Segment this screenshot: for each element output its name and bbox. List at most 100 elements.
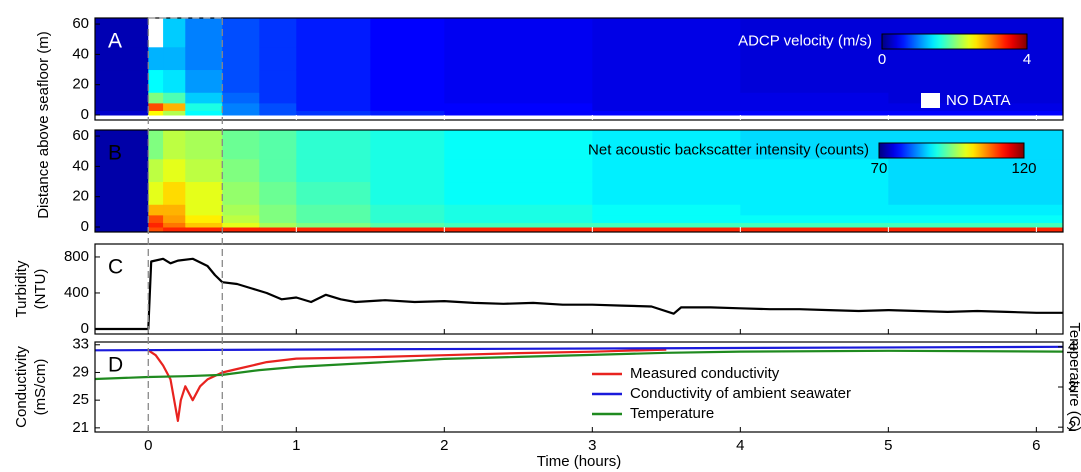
- heat-cell: [95, 130, 149, 160]
- heat-cell: [148, 130, 164, 160]
- y-axis-label: (mS/cm): [32, 359, 49, 416]
- heat-cell: [95, 18, 149, 48]
- heat-cell: [370, 130, 445, 160]
- heat-cell: [740, 92, 889, 104]
- heat-cell: [222, 114, 260, 121]
- x-tick-label: 3: [588, 437, 596, 454]
- heat-cell: [444, 130, 593, 160]
- heat-cell: [148, 114, 164, 121]
- heat-cell: [296, 46, 371, 71]
- heat-cell: [185, 226, 223, 233]
- heat-cell: [444, 226, 593, 233]
- heat-cell: [444, 69, 593, 93]
- heat-cell: [148, 158, 164, 183]
- heat-cell: [296, 114, 371, 121]
- heat-cell: [163, 158, 186, 183]
- heat-cell: [296, 222, 371, 228]
- heat-cell: [740, 110, 889, 116]
- heat-cell: [148, 222, 164, 228]
- y-tick-label: 40: [72, 157, 89, 174]
- heat-cell: [888, 46, 1064, 71]
- heat-cell: [888, 114, 1064, 121]
- colorbar-tick-label: 70: [871, 160, 888, 177]
- heat-cell: [222, 69, 260, 93]
- legend-label: Temperature: [630, 405, 714, 422]
- heat-cell: [222, 226, 260, 233]
- heat-cell: [444, 222, 593, 228]
- heat-cell: [163, 214, 186, 223]
- heat-cell: [185, 114, 223, 121]
- heat-cell: [222, 110, 260, 116]
- heat-cell: [370, 110, 445, 116]
- heat-cell: [148, 226, 164, 233]
- heat-cell: [163, 226, 186, 233]
- heat-cell: [740, 130, 889, 160]
- colorbar-label: ADCP velocity (m/s): [738, 32, 872, 49]
- heat-cell: [163, 222, 186, 228]
- heat-cell: [370, 114, 445, 121]
- heat-cell: [592, 222, 741, 228]
- heat-cell: [888, 222, 1064, 228]
- heat-cell: [148, 92, 164, 104]
- heat-cell: [222, 204, 260, 216]
- heat-cell: [888, 226, 1064, 233]
- x-axis-label: Time (hours): [537, 453, 621, 470]
- plot-frame: [94, 17, 1064, 121]
- heat-cell: [370, 204, 445, 216]
- heat-cell: [444, 102, 593, 111]
- heat-cell: [296, 130, 371, 160]
- colorbar-tick-label: 120: [1011, 160, 1036, 177]
- heat-cell: [740, 102, 889, 111]
- heat-cell: [888, 69, 1064, 93]
- x-tick-label: 1: [292, 437, 300, 454]
- heat-cell: [185, 214, 223, 223]
- heat-cell: [163, 204, 186, 216]
- heat-cell: [222, 130, 260, 160]
- heat-cell: [259, 181, 297, 205]
- heat-cell: [592, 102, 741, 111]
- heat-cell: [185, 158, 223, 183]
- heat-cell: [444, 114, 593, 121]
- heat-cell: [259, 18, 297, 48]
- y-axis-label: Distance above seafloor (m): [35, 31, 52, 219]
- heat-cell: [95, 92, 149, 104]
- heat-cell: [296, 158, 371, 183]
- heat-cell: [259, 69, 297, 93]
- heat-cell: [259, 204, 297, 216]
- heat-cell: [148, 69, 164, 93]
- heat-cell: [740, 114, 889, 121]
- heat-cell: [95, 69, 149, 93]
- heat-cell: [148, 46, 164, 71]
- nodata-swatch: [921, 93, 940, 108]
- x-tick-label: 5: [884, 437, 892, 454]
- y-tick-label: 0: [81, 106, 89, 123]
- heat-cell: [444, 18, 593, 48]
- y-tick-label: 40: [72, 45, 89, 62]
- panel: 0 4 ADCP velocity (m/s) NO DATA 0 20 40 60 A Dist…: [35, 15, 1064, 219]
- y2-tick-label: 2: [1068, 418, 1076, 435]
- y-axis-label: Conductivity: [13, 346, 30, 428]
- panel: Measured conductivity Conductivity of amb…: [13, 322, 1081, 470]
- y2-tick-label: 3: [1068, 378, 1076, 395]
- heat-cell: [95, 110, 149, 116]
- heat-cell: [888, 181, 1064, 205]
- heat-cell: [163, 18, 186, 48]
- heat-cell: [259, 214, 297, 223]
- panel-letter: C: [108, 256, 123, 279]
- x-tick-label: 0: [144, 437, 152, 454]
- heat-cell: [163, 114, 186, 121]
- heat-cell: [222, 214, 260, 223]
- heat-cell: [148, 18, 164, 48]
- colorbar: [881, 33, 1028, 50]
- heat-cell: [185, 102, 223, 111]
- heat-cell: [95, 222, 149, 228]
- heat-cell: [259, 102, 297, 111]
- heat-cell: [95, 214, 149, 223]
- heat-cell: [148, 102, 164, 111]
- y-tick-label: 60: [72, 15, 89, 32]
- heat-cell: [95, 158, 149, 183]
- data-line: [94, 345, 1064, 352]
- heat-cell: [592, 69, 741, 93]
- heat-cell: [444, 158, 593, 183]
